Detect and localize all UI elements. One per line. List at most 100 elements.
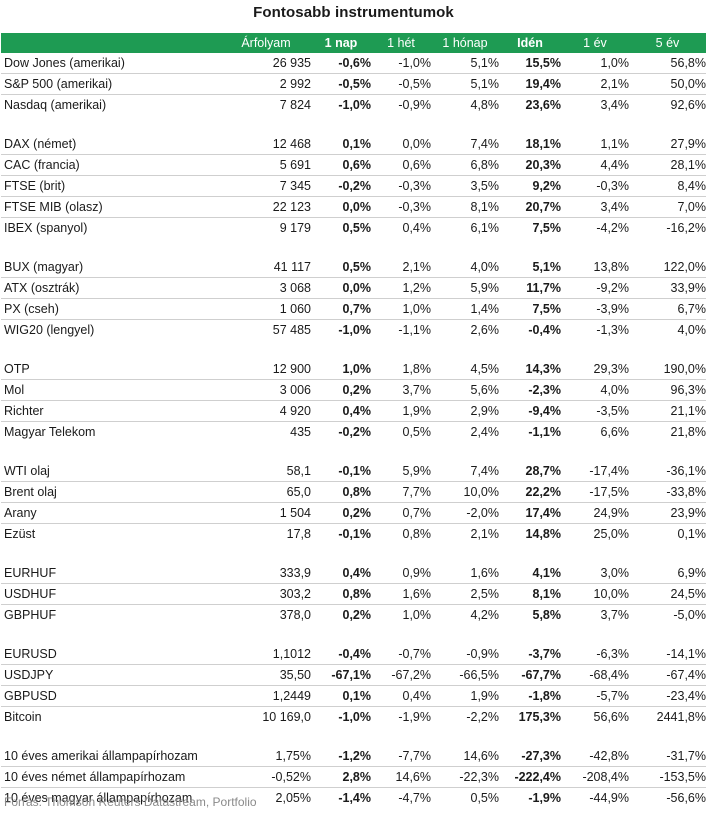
- change-ytd: -3,7%: [499, 644, 561, 665]
- change-5-year: 96,3%: [629, 379, 706, 401]
- change-ytd: 20,7%: [499, 196, 561, 218]
- table-row: 10 éves amerikai állampapírhozam 1,75% -1,…: [1, 746, 706, 767]
- change-ytd: 17,4%: [499, 502, 561, 524]
- change-ytd: -1,1%: [528, 424, 561, 439]
- change-1-day: 0,8%: [311, 481, 371, 503]
- change-1-day: 0,2%: [311, 502, 371, 524]
- table-row: PX (cseh) 1 060 0,7% 1,0% 1,4% 7,5% -3,9% 6,7%: [1, 298, 706, 320]
- change-1-month: 0,5%: [470, 790, 500, 805]
- table-row: BUX (magyar) 41 117 0,5% 2,1% 4,0% 5,1% 13,8% 1…: [1, 257, 706, 278]
- price: 22 123: [221, 196, 311, 218]
- change-1-month: -0,9%: [431, 644, 499, 665]
- spacer-cell: [1, 625, 706, 644]
- change-1-day: -0,2%: [311, 175, 371, 197]
- price: 26 935: [221, 53, 311, 74]
- column-header-1-week: 1 hét: [371, 33, 431, 53]
- change-1-month: 2,9%: [431, 400, 499, 422]
- change-1-year: 6,6%: [600, 424, 630, 439]
- change-5-year: -5,0%: [673, 607, 706, 622]
- change-ytd: 22,2%: [499, 481, 561, 503]
- change-1-month: 6,8%: [431, 154, 499, 176]
- instrument-name: Ezüst: [4, 526, 36, 541]
- price: 7 824: [279, 97, 311, 112]
- column-header-ytd: Idén: [499, 33, 561, 53]
- price: 1 504: [221, 502, 311, 524]
- change-1-year: 1,1%: [561, 134, 629, 155]
- table-row: Ezüst 17,8 -0,1% 0,8% 2,1% 14,8% 25,0% 0,1%: [1, 524, 706, 545]
- change-1-month: -2,0%: [431, 502, 499, 524]
- price: 4 920: [221, 400, 311, 422]
- table-row: DAX (német) 12 468 0,1% 0,0% 7,4% 18,1% 1,1% 27…: [1, 134, 706, 155]
- table-row: GBPHUF 378,0 0,2% 1,0% 4,2% 5,8% 3,7% -5,0%: [1, 605, 706, 626]
- instrument-name: Dow Jones (amerikai): [1, 53, 221, 74]
- change-1-month: 2,6%: [470, 322, 500, 337]
- change-1-week: 1,0%: [371, 298, 431, 320]
- price: 12 468: [221, 134, 311, 155]
- change-5-year: 8,4%: [629, 175, 706, 197]
- change-1-year: -0,3%: [561, 175, 629, 197]
- price: 435: [290, 424, 311, 439]
- table-title: Fontosabb instrumentumok: [253, 4, 454, 21]
- instrument-name: Brent olaj: [1, 481, 221, 503]
- price: 65,0: [221, 481, 311, 503]
- change-1-month: 4,8%: [470, 97, 500, 112]
- change-1-day: 0,5%: [311, 257, 371, 278]
- change-1-day: -0,2%: [338, 424, 371, 439]
- change-5-year: 4,0%: [677, 322, 707, 337]
- price: 35,50: [221, 664, 311, 686]
- change-1-day: -1,0%: [338, 709, 371, 724]
- instrument-name: CAC (francia): [1, 154, 221, 176]
- change-1-week: -1,1%: [398, 322, 431, 337]
- table-row: ATX (osztrák) 3 068 0,0% 1,2% 5,9% 11,7% -9,2%…: [1, 277, 706, 299]
- change-1-week: 0,4%: [402, 220, 432, 235]
- change-1-year: 3,7%: [600, 607, 630, 622]
- instrument-name: Magyar Telekom: [4, 424, 96, 439]
- change-1-day: 0,1%: [311, 685, 371, 707]
- instrument-name: USDJPY: [1, 664, 221, 686]
- price: 10 169,0: [262, 709, 311, 724]
- table-row: CAC (francia) 5 691 0,6% 0,6% 6,8% 20,3% 4,4% 2…: [1, 154, 706, 176]
- change-1-month: -2,2%: [466, 709, 499, 724]
- change-1-year: 24,9%: [561, 502, 629, 524]
- table-row: OTP 12 900 1,0% 1,8% 4,5% 14,3% 29,3% 190,0%: [1, 359, 706, 380]
- change-5-year: -16,2%: [666, 220, 706, 235]
- change-1-day: -1,0%: [338, 322, 371, 337]
- change-5-year: 6,9%: [629, 563, 706, 584]
- instrument-name: ATX (osztrák): [1, 277, 221, 299]
- change-5-year: -23,4%: [629, 685, 706, 707]
- change-1-week: -0,3%: [371, 175, 431, 197]
- change-ytd: 14,3%: [499, 359, 561, 380]
- change-1-week: 1,2%: [371, 277, 431, 299]
- change-1-week: -0,5%: [371, 73, 431, 95]
- column-header-1-year: 1 év: [561, 33, 629, 53]
- change-5-year: 21,1%: [629, 400, 706, 422]
- change-1-week: -0,7%: [371, 644, 431, 665]
- table-row: Brent olaj 65,0 0,8% 7,7% 10,0% 22,2% -17,5% -3…: [1, 481, 706, 503]
- change-1-year: 3,4%: [561, 196, 629, 218]
- table-row: WIG20 (lengyel) 57 485 -1,0% -1,1% 2,6% -0,4%…: [1, 320, 706, 341]
- price: 1,2449: [221, 685, 311, 707]
- change-1-year: 3,4%: [600, 97, 630, 112]
- instrument-name: WIG20 (lengyel): [4, 322, 95, 337]
- change-1-month: 4,2%: [470, 607, 500, 622]
- price: 1 060: [221, 298, 311, 320]
- table-row: 10 éves német állampapírhozam -0,52% 2,8% 1…: [1, 766, 706, 788]
- change-1-year: -3,5%: [561, 400, 629, 422]
- change-1-month: 1,4%: [431, 298, 499, 320]
- change-1-month: 8,1%: [431, 196, 499, 218]
- change-1-week: 0,7%: [371, 502, 431, 524]
- instrument-name: EURHUF: [1, 563, 221, 584]
- spacer-cell: [1, 115, 706, 134]
- spacer-cell: [1, 544, 706, 563]
- change-1-month: 5,1%: [431, 53, 499, 74]
- change-1-year: -5,7%: [561, 685, 629, 707]
- change-1-week: 0,0%: [371, 134, 431, 155]
- change-1-year: 2,1%: [561, 73, 629, 95]
- change-1-week: -0,9%: [398, 97, 431, 112]
- price: 2 992: [221, 73, 311, 95]
- price: -0,52%: [221, 766, 311, 788]
- change-ytd: -67,7%: [499, 664, 561, 686]
- change-1-day: 0,7%: [311, 298, 371, 320]
- change-1-day: -0,1%: [338, 526, 371, 541]
- table-row: EURUSD 1,1012 -0,4% -0,7% -0,9% -3,7% -6,3% -14…: [1, 644, 706, 665]
